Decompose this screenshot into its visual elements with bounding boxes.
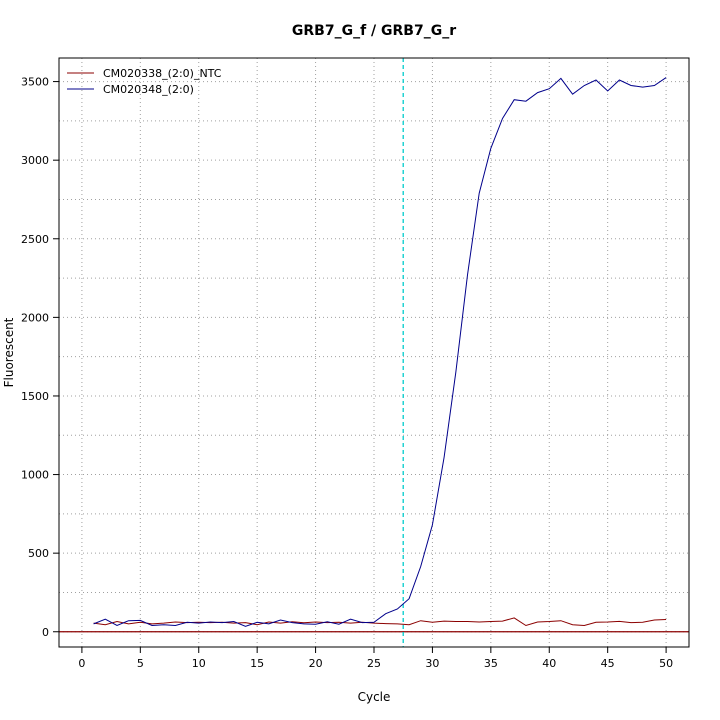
x-tick-label: 20 bbox=[309, 657, 323, 670]
x-tick-label: 15 bbox=[250, 657, 264, 670]
y-axis-label: Fluorescent bbox=[2, 317, 16, 387]
y-tick-label: 3000 bbox=[21, 154, 49, 167]
y-tick-label: 2500 bbox=[21, 233, 49, 246]
legend-label-1: CM020338_(2:0)_NTC bbox=[103, 67, 222, 80]
x-tick-label: 10 bbox=[192, 657, 206, 670]
series-lines bbox=[93, 77, 667, 627]
y-tick-label: 500 bbox=[28, 547, 49, 560]
reference-lines bbox=[59, 58, 689, 647]
x-axis: 0 5 10 15 20 25 30 35 40 45 50 bbox=[78, 647, 673, 670]
x-tick-label: 5 bbox=[137, 657, 144, 670]
x-tick-label: 30 bbox=[425, 657, 439, 670]
x-tick-label: 25 bbox=[367, 657, 381, 670]
y-tick-label: 1000 bbox=[21, 469, 49, 482]
y-tick-label: 0 bbox=[42, 626, 49, 639]
chart-title: GRB7_G_f / GRB7_G_r bbox=[292, 23, 456, 39]
x-tick-label: 0 bbox=[78, 657, 85, 670]
y-tick-label: 2000 bbox=[21, 311, 49, 324]
x-tick-label: 35 bbox=[484, 657, 498, 670]
x-tick-label: 50 bbox=[659, 657, 673, 670]
y-axis: 0 500 1000 1500 2000 2500 3000 3500 bbox=[21, 76, 59, 639]
y-tick-label: 1500 bbox=[21, 390, 49, 403]
legend-label-2: CM020348_(2:0) bbox=[103, 83, 194, 96]
y-tick-label: 3500 bbox=[21, 76, 49, 89]
x-tick-label: 40 bbox=[542, 657, 556, 670]
legend: CM020338_(2:0)_NTC CM020348_(2:0) bbox=[67, 67, 222, 96]
grid-lines bbox=[59, 58, 689, 647]
x-axis-label: Cycle bbox=[358, 690, 391, 704]
x-tick-label: 45 bbox=[601, 657, 615, 670]
series-line-2 bbox=[93, 77, 667, 627]
plot-frame bbox=[58, 57, 690, 648]
